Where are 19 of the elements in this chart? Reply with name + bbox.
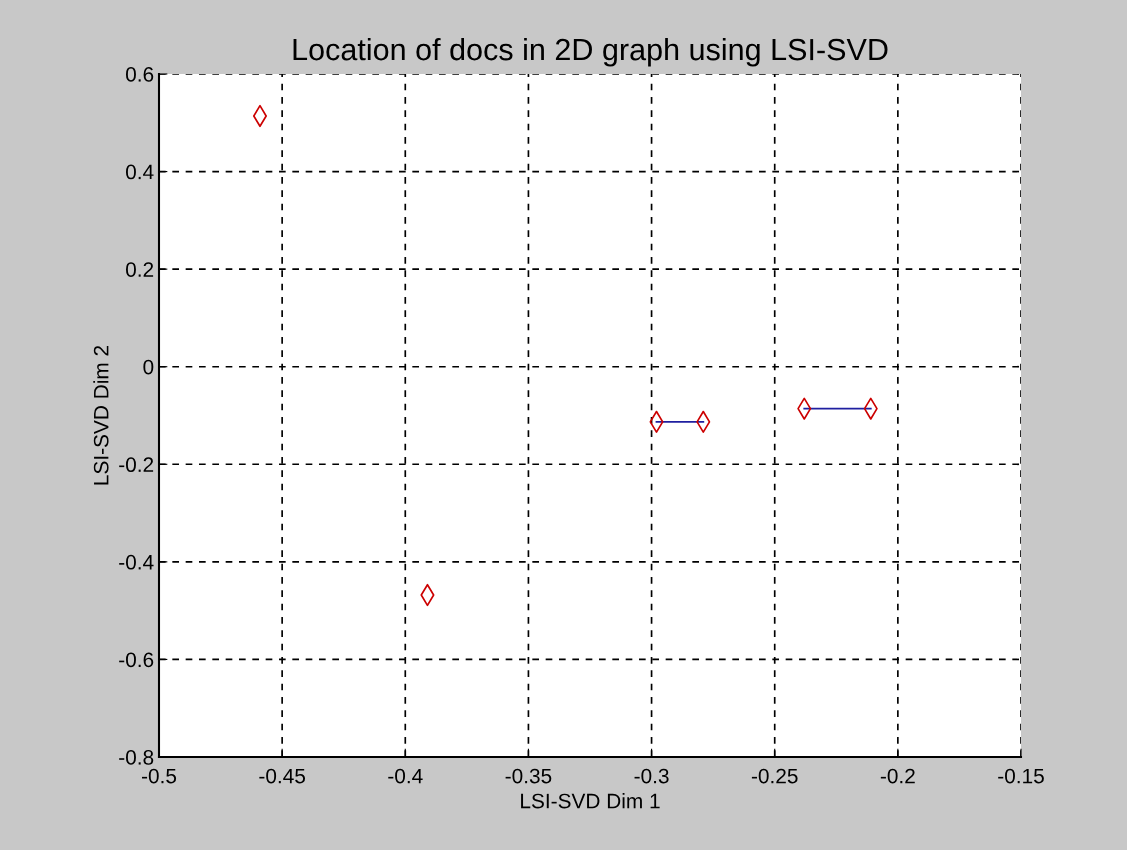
y-tick-label: 0 xyxy=(143,359,154,375)
x-tick-label: -0.25 xyxy=(751,768,798,784)
x-tick-label: -0.35 xyxy=(505,768,552,784)
x-tick-label: -0.15 xyxy=(998,768,1044,784)
x-tick-label: -0.4 xyxy=(388,768,423,784)
x-axis-title: LSI-SVD Dim 1 xyxy=(521,793,660,809)
y-tick-label: 0.4 xyxy=(125,164,154,180)
chart-title: Location of docs in 2D graph using LSI-SVD xyxy=(293,37,888,67)
x-tick-label: -0.2 xyxy=(880,768,915,784)
y-axis-title: LSI-SVD Dim 2 xyxy=(93,345,109,485)
y-tick-label: -0.8 xyxy=(119,750,154,765)
x-tick-label: -0.5 xyxy=(141,768,177,784)
x-tick-label: -0.45 xyxy=(259,768,306,784)
y-tick-label: -0.6 xyxy=(119,652,154,668)
y-tick-label: 0.2 xyxy=(125,262,154,277)
x-tick-label: -0.3 xyxy=(634,768,669,784)
y-tick-label: -0.4 xyxy=(119,554,154,570)
y-tick-label: 0.6 xyxy=(125,67,154,82)
y-tick-label: -0.2 xyxy=(119,457,154,473)
